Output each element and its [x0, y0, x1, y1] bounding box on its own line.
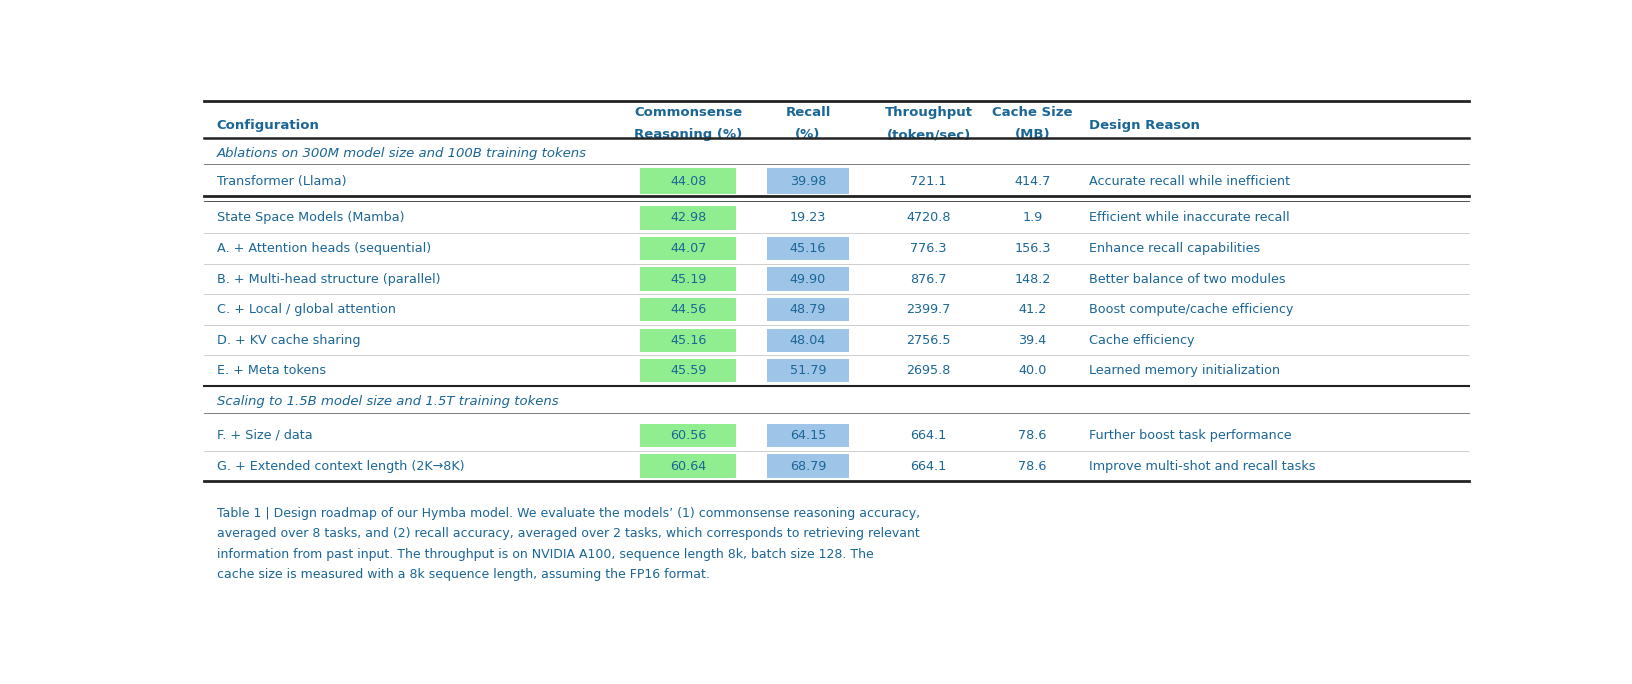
Bar: [767, 267, 849, 291]
Text: C. + Local / global attention: C. + Local / global attention: [217, 303, 395, 316]
Text: Reasoning (%): Reasoning (%): [635, 128, 743, 142]
Bar: [640, 454, 736, 477]
Text: 4720.8: 4720.8: [906, 211, 951, 224]
Bar: [767, 454, 849, 477]
Text: Recall: Recall: [785, 106, 831, 119]
Text: B. + Multi-head structure (parallel): B. + Multi-head structure (parallel): [217, 272, 441, 285]
Text: 45.59: 45.59: [671, 364, 707, 377]
Text: 48.04: 48.04: [790, 334, 826, 347]
Text: Table 1 | Design roadmap of our Hymba model. We evaluate the models’ (1) commons: Table 1 | Design roadmap of our Hymba mo…: [217, 507, 920, 581]
Text: D. + KV cache sharing: D. + KV cache sharing: [217, 334, 361, 347]
Bar: [767, 298, 849, 321]
Bar: [640, 328, 736, 352]
Text: 664.1: 664.1: [911, 429, 947, 442]
Text: 876.7: 876.7: [911, 272, 947, 285]
Text: 721.1: 721.1: [911, 174, 947, 187]
Text: 148.2: 148.2: [1013, 272, 1051, 285]
Text: F. + Size / data: F. + Size / data: [217, 429, 312, 442]
Text: E. + Meta tokens: E. + Meta tokens: [217, 364, 326, 377]
Text: Configuration: Configuration: [217, 119, 320, 132]
Text: Cache Size: Cache Size: [992, 106, 1072, 119]
Text: 39.4: 39.4: [1018, 334, 1046, 347]
Text: 41.2: 41.2: [1018, 303, 1046, 316]
Text: 64.15: 64.15: [790, 429, 826, 442]
Text: 60.56: 60.56: [671, 429, 707, 442]
Text: 44.08: 44.08: [671, 174, 707, 187]
Text: 2756.5: 2756.5: [906, 334, 951, 347]
Text: 2695.8: 2695.8: [906, 364, 951, 377]
Text: Scaling to 1.5B model size and 1.5T training tokens: Scaling to 1.5B model size and 1.5T trai…: [217, 395, 558, 408]
Text: 2399.7: 2399.7: [906, 303, 951, 316]
Bar: [767, 424, 849, 447]
Text: (token/sec): (token/sec): [886, 128, 971, 142]
Text: 44.56: 44.56: [671, 303, 707, 316]
Bar: [640, 267, 736, 291]
Text: 156.3: 156.3: [1013, 242, 1051, 255]
Text: 51.79: 51.79: [790, 364, 826, 377]
Bar: [640, 359, 736, 382]
Text: Enhance recall capabilities: Enhance recall capabilities: [1090, 242, 1260, 255]
Bar: [640, 168, 736, 194]
Text: 45.19: 45.19: [671, 272, 707, 285]
Text: 48.79: 48.79: [790, 303, 826, 316]
Text: 60.64: 60.64: [671, 460, 707, 473]
Text: 44.07: 44.07: [671, 242, 707, 255]
Text: 39.98: 39.98: [790, 174, 826, 187]
Bar: [767, 237, 849, 260]
Bar: [640, 237, 736, 260]
Text: A. + Attention heads (sequential): A. + Attention heads (sequential): [217, 242, 431, 255]
Text: 78.6: 78.6: [1018, 429, 1046, 442]
Text: Design Reason: Design Reason: [1090, 119, 1200, 132]
Text: Efficient while inaccurate recall: Efficient while inaccurate recall: [1090, 211, 1289, 224]
Text: Commonsense: Commonsense: [635, 106, 743, 119]
Bar: [767, 328, 849, 352]
Text: G. + Extended context length (2K→8K): G. + Extended context length (2K→8K): [217, 460, 463, 473]
Text: 40.0: 40.0: [1018, 364, 1046, 377]
Text: 68.79: 68.79: [790, 460, 826, 473]
Text: 1.9: 1.9: [1022, 211, 1043, 224]
Bar: [767, 359, 849, 382]
Text: Cache efficiency: Cache efficiency: [1090, 334, 1195, 347]
Text: 78.6: 78.6: [1018, 460, 1046, 473]
Text: 49.90: 49.90: [790, 272, 826, 285]
Text: (MB): (MB): [1015, 128, 1051, 142]
Text: Transformer (Llama): Transformer (Llama): [217, 174, 346, 187]
Text: Throughput: Throughput: [885, 106, 973, 119]
Text: Boost compute/cache efficiency: Boost compute/cache efficiency: [1090, 303, 1294, 316]
Text: 414.7: 414.7: [1013, 174, 1051, 187]
Text: 19.23: 19.23: [790, 211, 826, 224]
Bar: [640, 424, 736, 447]
Text: Learned memory initialization: Learned memory initialization: [1090, 364, 1281, 377]
Text: (%): (%): [795, 128, 821, 142]
Text: State Space Models (Mamba): State Space Models (Mamba): [217, 211, 405, 224]
Text: 45.16: 45.16: [790, 242, 826, 255]
Text: Improve multi-shot and recall tasks: Improve multi-shot and recall tasks: [1090, 460, 1315, 473]
Text: Better balance of two modules: Better balance of two modules: [1090, 272, 1286, 285]
Text: Further boost task performance: Further boost task performance: [1090, 429, 1293, 442]
Text: Ablations on 300M model size and 100B training tokens: Ablations on 300M model size and 100B tr…: [217, 147, 586, 160]
Text: 776.3: 776.3: [911, 242, 947, 255]
Bar: [640, 298, 736, 321]
Text: 664.1: 664.1: [911, 460, 947, 473]
Bar: [640, 207, 736, 230]
Bar: [767, 168, 849, 194]
Text: Accurate recall while inefficient: Accurate recall while inefficient: [1090, 174, 1291, 187]
Text: 42.98: 42.98: [671, 211, 707, 224]
Text: 45.16: 45.16: [671, 334, 707, 347]
